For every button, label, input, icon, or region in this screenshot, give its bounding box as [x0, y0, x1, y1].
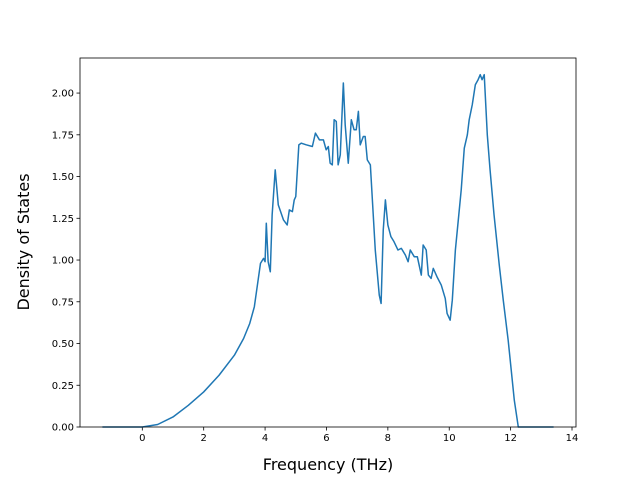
- x-tick-label: 12: [504, 433, 517, 444]
- y-tick-label: 0.25: [52, 381, 74, 392]
- y-tick-label: 1.75: [52, 130, 74, 141]
- x-tick-label: 10: [443, 433, 456, 444]
- y-tick-label: 0.50: [52, 339, 74, 350]
- y-tick-label: 1.25: [52, 214, 74, 225]
- x-tick-label: 14: [566, 433, 579, 444]
- y-tick-label: 0.75: [52, 297, 74, 308]
- y-axis-label: Density of States: [14, 173, 33, 310]
- plot-frame: [79, 57, 577, 428]
- y-tick-label: 2.00: [52, 89, 74, 100]
- x-tick-label: 0: [139, 433, 145, 444]
- x-tick-label: 8: [385, 433, 391, 444]
- data-line: [102, 73, 554, 428]
- x-tick-label: 4: [262, 433, 268, 444]
- x-axis-label: Frequency (THz): [263, 455, 393, 474]
- y-tick-label: 0.00: [52, 423, 74, 434]
- x-tick-label: 6: [323, 433, 329, 444]
- y-tick-label: 1.50: [52, 172, 74, 183]
- y-tick-label: 1.00: [52, 256, 74, 267]
- x-tick-label: 2: [201, 433, 207, 444]
